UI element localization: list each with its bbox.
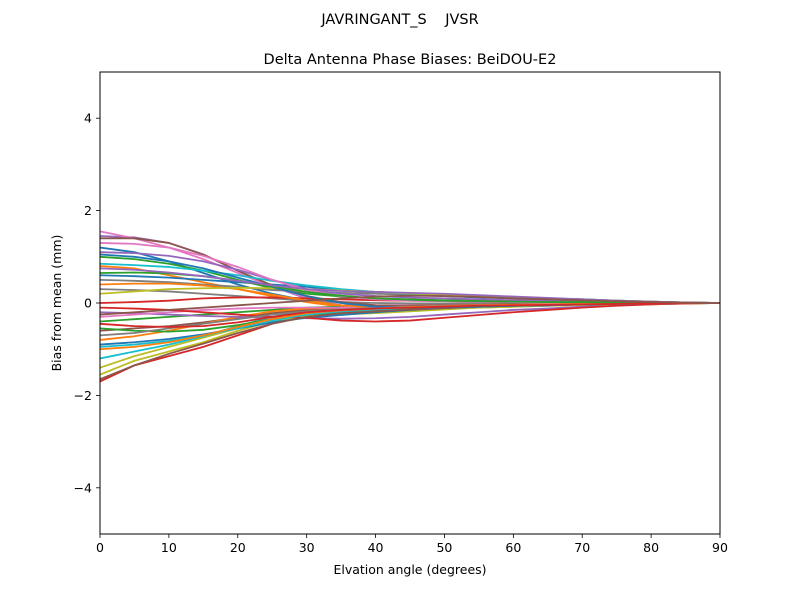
- x-tick-label: 0: [96, 540, 104, 555]
- series-line-33: [100, 302, 720, 328]
- x-tick-label: 70: [574, 540, 590, 555]
- x-tick-label: 90: [712, 540, 728, 555]
- series-layer: [100, 230, 720, 383]
- x-tick-label: 20: [230, 540, 246, 555]
- x-tick-label: 30: [299, 540, 315, 555]
- x-tick-label: 10: [161, 540, 177, 555]
- figure-suptitle: JAVRINGANT_S JVSR: [320, 12, 478, 28]
- x-axis: 0 10 20 30 40 50 60 70 80 90: [96, 534, 728, 555]
- y-tick-label: −4: [74, 480, 92, 495]
- y-axis-label: Bias from mean (mm): [49, 235, 64, 372]
- y-tick-label: 2: [84, 203, 92, 218]
- x-tick-label: 40: [368, 540, 384, 555]
- x-tick-label: 60: [505, 540, 521, 555]
- x-axis-label: Elvation angle (degrees): [333, 562, 486, 577]
- y-axis: −4 −2 0 2 4: [74, 111, 100, 495]
- series-line-35: [100, 294, 720, 316]
- y-tick-label: 0: [84, 296, 92, 311]
- chart-title: Delta Antenna Phase Biases: BeiDOU-E2: [264, 52, 557, 68]
- series-line-23: [100, 302, 720, 323]
- x-tick-label: 80: [643, 540, 659, 555]
- x-tick-label: 50: [436, 540, 452, 555]
- y-tick-label: −2: [74, 388, 92, 403]
- y-tick-label: 4: [84, 111, 92, 126]
